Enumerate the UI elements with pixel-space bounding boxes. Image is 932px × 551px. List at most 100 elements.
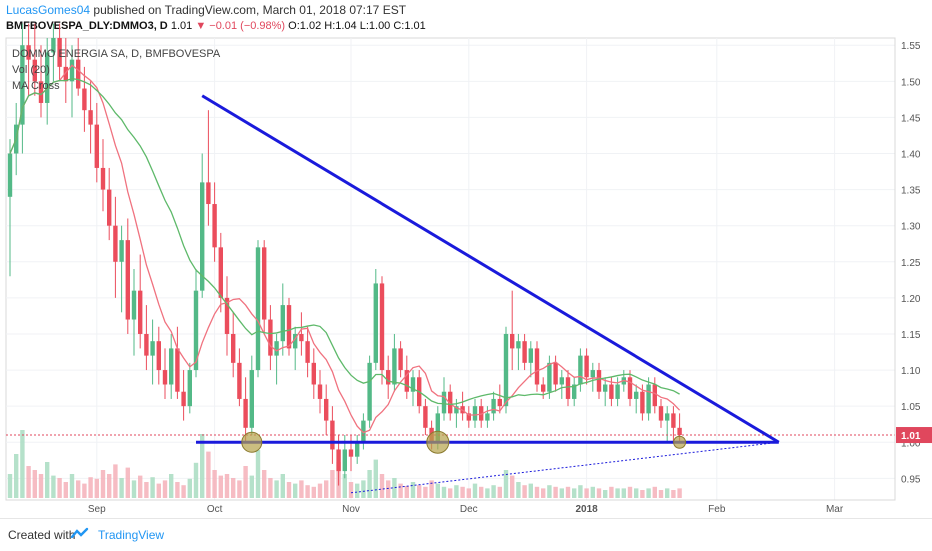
candle-body xyxy=(107,189,112,226)
current-price-badge xyxy=(896,427,932,444)
candle-body xyxy=(404,370,409,392)
volume-bar xyxy=(324,480,329,498)
symbol-line: BMFBOVESPA_DLY:DMMO3, D 1.01 ▼ −0.01 (−0… xyxy=(6,20,426,32)
volume-bar xyxy=(317,483,323,498)
volume-bar xyxy=(665,488,670,498)
volume-bar xyxy=(181,485,186,498)
volume-bar xyxy=(156,483,161,498)
candle-body xyxy=(448,391,453,414)
volume-bar xyxy=(131,480,137,498)
candle-body xyxy=(634,391,639,399)
volume-bar xyxy=(460,486,465,498)
volume-bar xyxy=(615,488,620,498)
candle-body xyxy=(479,406,484,421)
symbol-label: BMFBOVESPA_DLY:DMMO3, D xyxy=(6,20,168,32)
volume-bar xyxy=(590,486,595,498)
candle-body xyxy=(113,225,118,262)
volume-bar xyxy=(38,474,44,498)
candle-body xyxy=(144,333,149,356)
volume-bar xyxy=(398,483,403,498)
volume-bar xyxy=(218,475,223,498)
candle-body xyxy=(100,167,106,190)
candle-body xyxy=(7,153,13,197)
volume-bar xyxy=(466,488,471,498)
candle-body xyxy=(677,427,682,436)
chart-grid xyxy=(5,37,896,501)
volume-bar xyxy=(51,475,56,498)
volume-bar xyxy=(361,480,366,498)
time-tick-label: Nov xyxy=(342,504,360,515)
publish-line: LucasGomes04 published on TradingView.co… xyxy=(6,3,406,17)
volume-bar xyxy=(559,488,564,498)
candle-body xyxy=(609,384,614,399)
volume-bar xyxy=(435,483,440,498)
candle-body xyxy=(578,355,583,385)
volume-bar xyxy=(479,486,484,498)
legend-series-name[interactable]: DOMMO ENERGIA SA, D, BMFBOVESPA xyxy=(12,48,221,60)
time-tick-label: Oct xyxy=(207,504,223,515)
volume-bar xyxy=(584,488,589,498)
author-link[interactable]: LucasGomes04 xyxy=(6,3,91,17)
candle-body xyxy=(138,290,143,334)
volume-bar xyxy=(169,474,174,498)
publish-info: published on TradingView.com, March 01, … xyxy=(93,3,407,17)
time-tick-label: Feb xyxy=(708,504,726,515)
volume-bar xyxy=(206,451,211,498)
candle-body xyxy=(386,370,391,385)
volume-bar xyxy=(410,482,416,498)
candle-body xyxy=(63,66,68,82)
candle-body xyxy=(262,247,267,320)
candle-body xyxy=(280,305,285,342)
price-tick-label: 1.05 xyxy=(901,402,921,413)
volume-bar xyxy=(652,486,657,498)
volume-bar xyxy=(76,480,81,498)
candle-body xyxy=(175,348,180,392)
candle-body xyxy=(584,355,589,378)
candle-body xyxy=(466,413,471,421)
candle-body xyxy=(336,449,341,472)
volume-bar xyxy=(224,474,230,498)
volume-bar xyxy=(646,488,651,498)
candle-body xyxy=(206,182,211,205)
volume-bar xyxy=(627,486,633,498)
tradingview-logo-icon[interactable] xyxy=(70,527,90,546)
volume-bar xyxy=(379,474,385,498)
volume-bar xyxy=(255,450,261,498)
volume-bar xyxy=(69,474,75,498)
chart-header: LucasGomes04 published on TradingView.co… xyxy=(0,0,932,36)
candle-body xyxy=(20,45,25,125)
current-price-label: 1.01 xyxy=(901,431,921,442)
volume-bar xyxy=(175,482,180,498)
candle-body xyxy=(665,413,670,421)
price-tick-label: 0.95 xyxy=(901,474,921,485)
volume-bar xyxy=(404,486,409,498)
volume-bar xyxy=(150,477,155,498)
volume-bar xyxy=(510,475,515,498)
candle-body xyxy=(94,124,99,168)
candle-body xyxy=(410,377,416,392)
tradingview-brand-link[interactable]: TradingView xyxy=(98,528,165,542)
candle-body xyxy=(627,377,633,399)
volume-bar xyxy=(528,483,533,498)
candle-body xyxy=(162,370,168,385)
volume-bar xyxy=(534,486,540,498)
candle-body xyxy=(268,319,273,356)
candle-body xyxy=(255,247,261,371)
candle-body xyxy=(553,362,558,385)
volume-bar xyxy=(609,486,614,498)
volume-bar xyxy=(63,482,68,498)
volume-bar xyxy=(541,488,546,498)
legend-volume[interactable]: Vol (20) xyxy=(12,64,50,76)
volume-bar xyxy=(20,430,25,498)
price-tick-label: 1.15 xyxy=(901,330,921,341)
price-chart[interactable]: 0.95 1.00 1.05 1.10 1.15 1.20 1.25 1.30 1.35 1.40… xyxy=(0,0,932,518)
volume-bar xyxy=(634,488,639,498)
volume-bar xyxy=(243,466,248,498)
volume-bar xyxy=(441,486,447,498)
time-tick-label: Dec xyxy=(460,504,478,515)
candle-body xyxy=(367,362,372,421)
legend-ma-cross[interactable]: MA Cross xyxy=(12,80,60,92)
candle-body xyxy=(169,348,174,385)
time-tick-label: 2018 xyxy=(575,504,598,515)
candle-body xyxy=(131,290,137,320)
